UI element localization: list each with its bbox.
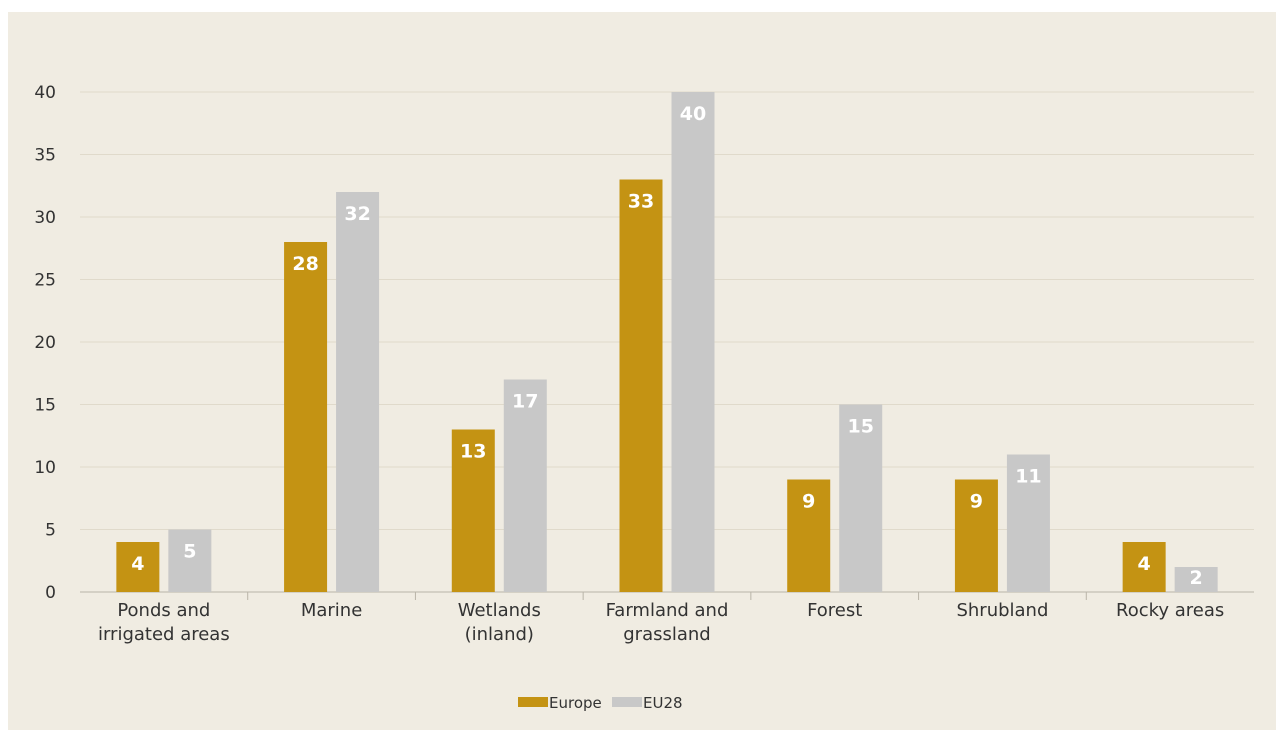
- y-tick-label: 5: [45, 521, 56, 541]
- x-category-label: Marine: [301, 600, 362, 621]
- legend: Europe EU28: [518, 694, 683, 712]
- bar-eu28: [336, 192, 380, 592]
- x-axis: Ponds and irrigated areas Marine Wetlands (i…: [98, 592, 1224, 645]
- x-category-label: Ponds and: [117, 600, 210, 621]
- y-tick-label: 15: [34, 396, 56, 416]
- bar-europe: [787, 479, 831, 592]
- bar-europe: [619, 179, 663, 592]
- legend-label-eu28: EU28: [643, 694, 683, 712]
- bar-value-label: 32: [344, 203, 370, 225]
- legend-label-europe: Europe: [549, 694, 602, 712]
- y-tick-label: 30: [34, 208, 56, 228]
- y-tick-label: 40: [34, 83, 56, 103]
- chart-panel: 0 5 10 15 20 25 30 35 40 4 5 28 32 13 17 33 40 9 15 9 11 4 2 …: [8, 12, 1276, 730]
- bar-eu28: [1174, 567, 1218, 592]
- legend-swatch-europe: [518, 697, 548, 707]
- bar-eu28: [503, 379, 547, 592]
- x-category-label: Forest: [807, 600, 862, 621]
- x-category-label: Farmland and: [606, 600, 729, 621]
- bar-value-label: 33: [628, 191, 654, 213]
- bars: 4 5 28 32 13 17 33 40 9 15 9 11 4 2: [116, 92, 1218, 592]
- x-category-label: (inland): [465, 624, 534, 645]
- y-tick-label: 0: [45, 583, 56, 603]
- bar-eu28: [671, 92, 715, 592]
- y-tick-label: 10: [34, 458, 56, 478]
- bar-value-label: 15: [847, 416, 873, 438]
- bar-value-label: 4: [1138, 553, 1151, 575]
- legend-swatch-eu28: [612, 697, 642, 707]
- bar-europe: [1122, 542, 1166, 592]
- bar-value-label: 9: [970, 491, 983, 513]
- gridlines: [80, 91, 1254, 593]
- bar-value-label: 40: [680, 103, 706, 125]
- bar-value-label: 9: [802, 491, 815, 513]
- bar-europe: [451, 429, 495, 592]
- x-category-label: Wetlands: [458, 600, 541, 621]
- x-category-label: grassland: [623, 624, 710, 645]
- bar-europe: [284, 242, 328, 592]
- bar-europe: [954, 479, 998, 592]
- bar-value-label: 4: [131, 553, 144, 575]
- x-category-label: Rocky areas: [1116, 600, 1224, 621]
- bar-value-label: 11: [1015, 466, 1041, 488]
- bar-eu28: [1006, 454, 1050, 592]
- bar-value-label: 17: [512, 391, 538, 413]
- bar-value-label: 5: [183, 541, 196, 563]
- bar-eu28: [168, 529, 212, 592]
- y-tick-label: 25: [34, 271, 56, 291]
- y-tick-label: 20: [34, 333, 56, 353]
- y-tick-label: 35: [34, 146, 56, 166]
- bar-value-label: 2: [1190, 567, 1203, 589]
- bar-eu28: [839, 404, 883, 592]
- x-category-label: Shrubland: [956, 600, 1048, 621]
- bar-europe: [116, 542, 160, 592]
- y-axis: 0 5 10 15 20 25 30 35 40: [34, 83, 56, 603]
- bar-value-label: 13: [460, 441, 486, 463]
- x-category-label: irrigated areas: [98, 624, 230, 645]
- bar-value-label: 28: [292, 253, 318, 275]
